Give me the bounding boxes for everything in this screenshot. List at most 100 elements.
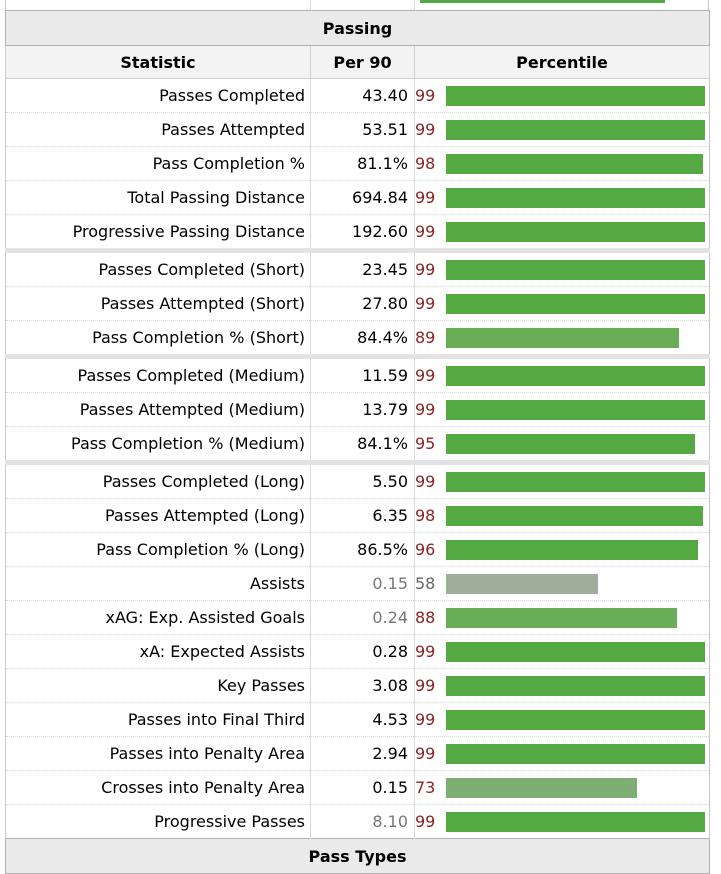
percentile-number: 99 [415,472,436,491]
percentile-bar [446,119,706,140]
percentile-bar [446,327,680,348]
table-row: Progressive Passing Distance 192.60 99 [5,214,711,251]
percentile-cell: 99 [413,460,711,499]
column-header-row: Statistic Per 90 Percentile [5,45,711,79]
table-row: Assists 0.15 58 [5,566,711,601]
percentile-bar-track [446,259,708,280]
section-title: Passing [4,10,711,46]
per90-value: 192.60 [310,214,415,251]
statistic-label: Passes Attempted (Medium) [5,392,311,427]
percentile-bar-track [446,811,708,832]
statistic-label: Passes Completed (Medium) [5,354,311,393]
percentile-bar-track [446,709,708,730]
percentile-number: 99 [415,86,436,105]
section-title: Pass Types [4,838,711,874]
percentile-cell: 99 [413,78,711,113]
percentile-cell: 58 [413,566,711,601]
section-header-passing: Passing [4,10,711,46]
per90-value: 2.94 [310,736,415,771]
statistic-label: Passes into Penalty Area [5,736,311,771]
percentile-number: 95 [415,434,436,453]
percentile-cell: 99 [413,804,711,839]
percentile-bar [446,153,703,174]
statistic-label: Pass Completion % (Medium) [5,426,311,463]
percentile-cell: 99 [413,634,711,669]
percentile-bar-track [446,573,708,594]
statistic-label: Progressive Passing Distance [5,214,311,251]
table-row: Passes Attempted 53.51 99 [5,112,711,147]
column-header-per90[interactable]: Per 90 [310,45,415,79]
statistic-label: xA: Expected Assists [5,634,311,669]
percentile-bar-track [446,365,708,386]
statistic-label: Pass Completion % [5,146,311,181]
statistic-label: Passes Attempted (Long) [5,498,311,533]
percentile-bar [446,675,706,696]
per90-value: 694.84 [310,180,415,215]
table-row: xAG: Exp. Assisted Goals 0.24 88 [5,600,711,635]
table-row: Passes Completed (Long) 5.50 99 [5,460,711,499]
statistic-label: Total Passing Distance [5,180,311,215]
table-row: Pass Completion % (Long) 86.5% 96 [5,532,711,567]
per90-value: 11.59 [310,354,415,393]
per90-value: 5.50 [310,460,415,499]
percentile-cell: 99 [413,392,711,427]
percentile-number: 99 [415,294,436,313]
percentile-bar-track [446,119,708,140]
table-row: Pass Completion % (Medium) 84.1% 95 [5,426,711,463]
percentile-number: 99 [415,222,436,241]
per90-value: 43.40 [310,78,415,113]
per90-value: 0.24 [310,600,415,635]
percentile-bar [446,187,706,208]
statistic-label: Passes Completed (Long) [5,460,311,499]
percentile-bar [446,471,706,492]
percentile-number: 99 [415,676,436,695]
percentile-bar-track [446,539,708,560]
percentile-bar [446,573,598,594]
per90-value: 23.45 [310,248,415,287]
per90-value: 0.15 [310,770,415,805]
percentile-bar [446,777,638,798]
percentile-cell: 96 [413,532,711,567]
statistic-label: xAG: Exp. Assisted Goals [5,600,311,635]
column-divider [414,0,415,10]
per90-value: 84.4% [310,320,415,357]
per90-value: 6.35 [310,498,415,533]
percentile-bar-track [446,743,708,764]
percentile-number: 99 [415,642,436,661]
percentile-bar [446,221,706,242]
percentile-bar-track [446,471,708,492]
statistic-label: Crosses into Penalty Area [5,770,311,805]
column-header-statistic[interactable]: Statistic [5,45,311,79]
percentile-bar-track [446,327,708,348]
table-row: Passes into Penalty Area 2.94 99 [5,736,711,771]
statistic-label: Passes Attempted [5,112,311,147]
percentile-number: 99 [415,120,436,139]
statistic-label: Pass Completion % (Short) [5,320,311,357]
percentile-bar [446,743,706,764]
percentile-cell: 99 [413,248,711,287]
per90-value: 0.28 [310,634,415,669]
percentile-bar [446,641,706,662]
column-header-percentile[interactable]: Percentile [413,45,711,79]
percentile-cell: 89 [413,320,711,357]
percentile-bar [446,399,706,420]
percentile-number: 99 [415,812,436,831]
percentile-bar-track [446,777,708,798]
per90-value: 53.51 [310,112,415,147]
percentile-cell: 88 [413,600,711,635]
percentile-bar-track [446,221,708,242]
table-row: Progressive Passes 8.10 99 [5,804,711,839]
per90-value: 3.08 [310,668,415,703]
statistic-label: Passes Completed [5,78,311,113]
percentile-bar [446,259,706,280]
table-row: Passes into Final Third 4.53 99 [5,702,711,737]
percentile-number: 99 [415,366,436,385]
table-row: Passes Attempted (Short) 27.80 99 [5,286,711,321]
percentile-number: 58 [415,574,436,593]
percentile-bar-track [446,293,708,314]
percentile-bar-track [446,505,708,526]
passing-stats-table: Passing Statistic Per 90 Percentile Pass… [4,10,711,874]
percentile-cell: 98 [413,498,711,533]
percentile-number: 96 [415,540,436,559]
per90-value: 8.10 [310,804,415,839]
